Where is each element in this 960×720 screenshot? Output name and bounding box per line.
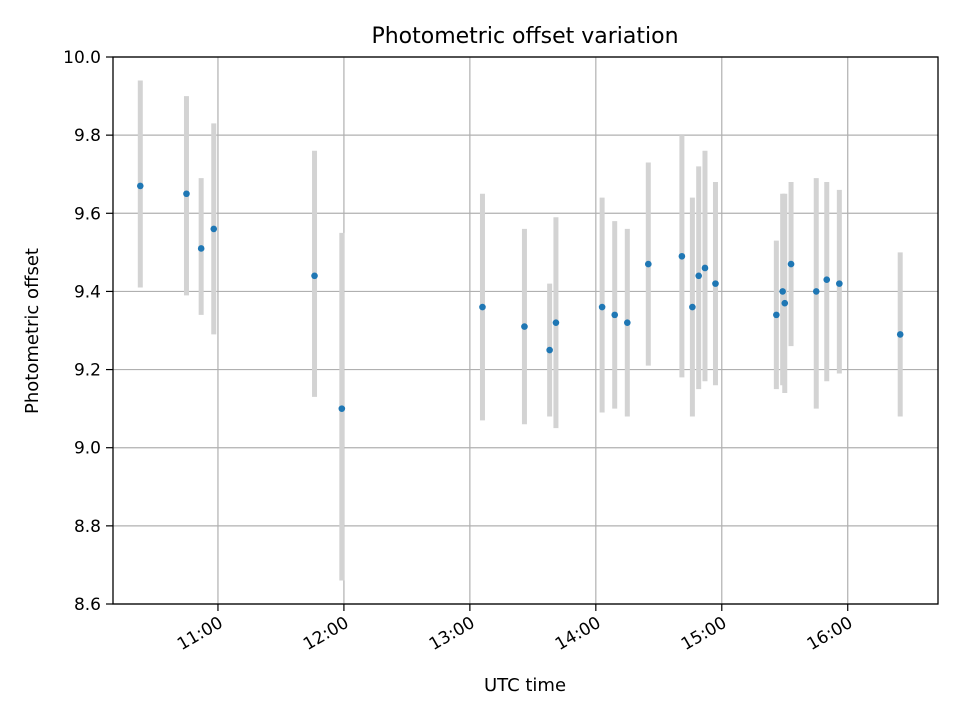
plot-frame xyxy=(112,56,939,605)
data-point xyxy=(896,331,904,338)
data-point xyxy=(197,245,205,252)
x-axis-label: UTC time xyxy=(484,675,566,696)
data-point xyxy=(624,319,631,326)
y-tick-label: 9.6 xyxy=(74,204,101,224)
data-point xyxy=(311,272,318,280)
data-points xyxy=(136,182,904,412)
data-point xyxy=(695,272,702,280)
data-point xyxy=(645,260,652,268)
data-point xyxy=(678,252,686,260)
y-tick-label: 9.2 xyxy=(74,361,101,381)
data-point xyxy=(338,405,346,412)
data-point xyxy=(773,311,780,319)
data-point xyxy=(521,323,528,330)
data-point xyxy=(598,303,606,311)
data-point xyxy=(552,319,560,326)
y-axis-ticks: 8.6 8.8 9.0 9.2 9.4 9.6 9.8 10.0 xyxy=(63,48,113,615)
data-point xyxy=(812,288,820,295)
y-tick-label: 8.8 xyxy=(74,517,101,537)
data-point xyxy=(479,303,486,311)
data-point xyxy=(210,225,218,233)
data-point xyxy=(546,346,553,354)
data-point xyxy=(611,311,619,319)
data-point xyxy=(136,182,144,190)
data-point xyxy=(183,190,190,198)
y-tick-label: 9.4 xyxy=(74,282,101,302)
data-point xyxy=(779,288,786,295)
data-point xyxy=(781,299,789,307)
y-tick-label: 8.6 xyxy=(74,595,101,615)
data-point xyxy=(823,276,831,284)
data-point xyxy=(689,303,696,311)
data-point xyxy=(701,264,709,272)
y-tick-label: 10.0 xyxy=(63,48,101,68)
y-axis-label: Photometric offset xyxy=(22,248,43,414)
y-tick-label: 9.8 xyxy=(74,126,101,146)
chart-title: Photometric offset variation xyxy=(371,24,678,49)
data-point xyxy=(836,280,843,287)
data-point xyxy=(787,260,795,268)
data-point xyxy=(712,280,719,287)
y-tick-label: 9.0 xyxy=(74,439,101,459)
